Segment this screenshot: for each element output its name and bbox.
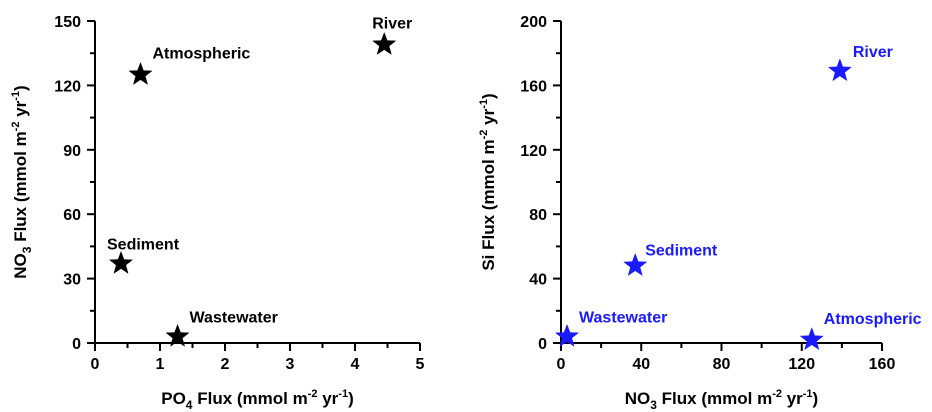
y-tick-label: 80 — [529, 207, 547, 224]
x-tick-label: 0 — [91, 356, 100, 373]
point-label-river: River — [853, 44, 893, 61]
point-label-wastewater: Wastewater — [190, 310, 278, 327]
chart-panel-1: 0 1 2 3 4 5 0 30 60 90 120 150 PO4 Flux (mmol m-2 yr… — [10, 14, 425, 412]
point-label-atmospheric: Atmospheric — [153, 46, 251, 63]
data-point-river — [372, 31, 397, 55]
data-point-atmospheric — [799, 327, 824, 351]
x-tick-label: 120 — [788, 356, 815, 373]
x-tick-label: 1 — [156, 356, 165, 373]
y-tick-label: 120 — [54, 78, 81, 95]
y-tick-label: 30 — [63, 272, 81, 289]
y-tick-label: 160 — [520, 78, 547, 95]
x-tick-label: 2 — [221, 356, 230, 373]
y-axis-label: NO3 Flux (mmol m-2 yr-1) — [10, 85, 34, 278]
y-tick-label: 0 — [538, 336, 547, 353]
point-label-sediment: Sediment — [107, 237, 180, 254]
data-point-atmospheric — [128, 61, 153, 85]
x-tick-label: 5 — [416, 356, 425, 373]
y-tick-label: 200 — [520, 14, 547, 31]
y-tick-label: 0 — [72, 336, 81, 353]
y-tick-label: 90 — [63, 143, 81, 160]
x-tick-label: 80 — [713, 356, 731, 373]
x-tick-label: 0 — [557, 356, 566, 373]
data-point-sediment — [108, 250, 134, 274]
data-point-river — [827, 58, 852, 82]
y-tick-label: 40 — [529, 272, 547, 289]
data-point-wastewater — [554, 323, 580, 347]
y-axis-label: Si Flux (mmol m-2 yr-1) — [478, 93, 498, 270]
point-label-wastewater: Wastewater — [579, 310, 667, 327]
x-tick-label: 4 — [351, 356, 360, 373]
x-tick-label: 160 — [869, 356, 896, 373]
y-tick-label: 120 — [520, 143, 547, 160]
chart-panel-2: 0 40 80 120 160 0 40 80 120 160 200 NO3 Flux (mmol … — [478, 14, 922, 412]
data-point-sediment — [623, 252, 648, 277]
y-tick-label: 60 — [63, 207, 81, 224]
x-axis-label: PO4 Flux (mmol m-2 yr-1) — [161, 388, 354, 412]
data-point-wastewater — [165, 323, 190, 347]
y-tick-label: 150 — [54, 14, 81, 31]
point-label-atmospheric: Atmospheric — [824, 311, 922, 328]
x-tick-label: 3 — [286, 356, 295, 373]
point-label-sediment: Sediment — [645, 243, 718, 260]
x-tick-label: 40 — [632, 356, 650, 373]
x-axis-label: NO3 Flux (mmol m-2 yr-1) — [625, 388, 818, 412]
point-label-river: River — [372, 16, 412, 33]
